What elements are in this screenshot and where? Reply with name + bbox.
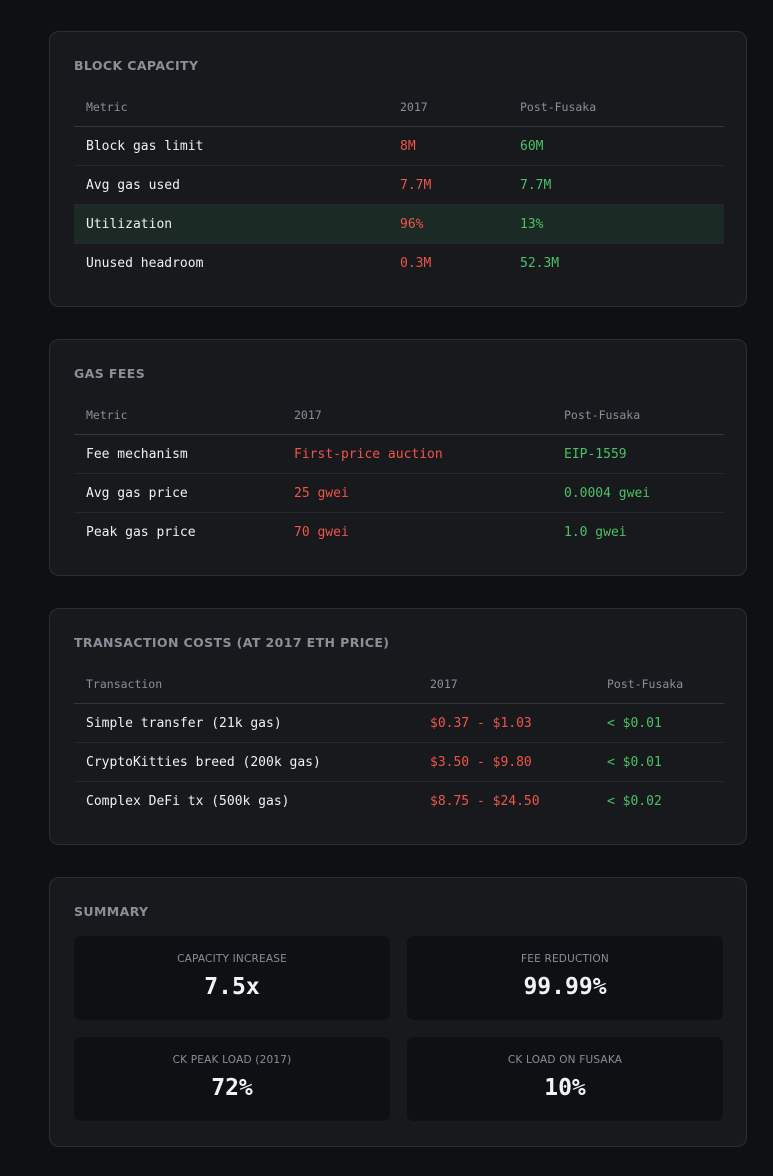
stat-value: 72% [211,1075,253,1101]
value-post-fusaka-cell: 7.7M [508,165,724,205]
value-2017-cell: 0.3M [400,255,432,271]
table-header-row: Transaction 2017 Post-Fusaka [74,665,724,704]
table-row: CryptoKitties breed (200k gas) $3.50 - $… [74,742,724,782]
stat-capacity-increase: CAPACITY INCREASE 7.5x [74,936,390,1020]
metric-cell: Utilization [74,204,388,244]
block-capacity-card: BLOCK CAPACITY Metric 2017 Post-Fusaka B… [49,31,747,307]
gas-fees-card: GAS FEES Metric 2017 Post-Fusaka Fee mec… [49,339,747,576]
transaction-cell: CryptoKitties breed (200k gas) [74,742,418,782]
column-header-post-fusaka: Post-Fusaka [595,665,724,704]
column-header-transaction: Transaction [74,665,418,704]
table-header-row: Metric 2017 Post-Fusaka [74,88,724,127]
value-2017-cell: $3.50 - $9.80 [418,742,595,782]
column-header-post-fusaka: Post-Fusaka [552,396,724,435]
stat-label: CK LOAD ON FUSAKA [507,1054,623,1066]
summary-title: SUMMARY [74,904,149,919]
stat-label: FEE REDUCTION [521,953,609,965]
column-header-post-fusaka: Post-Fusaka [508,88,724,127]
block-capacity-table: Metric 2017 Post-Fusaka Block gas limit … [74,88,724,282]
table-row: Unused headroom 0.3M 52.3M [74,244,724,283]
metric-cell: Unused headroom [86,255,204,271]
stat-label: CAPACITY INCREASE [177,953,287,965]
metric-cell: Block gas limit [74,126,388,166]
value-2017-cell: $8.75 - $24.50 [430,793,540,809]
stat-value: 99.99% [523,974,607,1000]
value-post-fusaka-cell: < $0.01 [595,703,724,743]
table-row: Block gas limit 8M 60M [74,126,724,166]
table-row: Avg gas price 25 gwei 0.0004 gwei [74,473,724,513]
value-post-fusaka-cell: < $0.02 [607,793,662,809]
value-post-fusaka-cell: 52.3M [520,255,560,271]
transaction-costs-title: TRANSACTION COSTS (AT 2017 ETH PRICE) [74,635,390,650]
transaction-costs-table: Transaction 2017 Post-Fusaka Simple tran… [74,665,724,820]
value-2017-cell: 96% [388,204,508,244]
value-post-fusaka-cell: 1.0 gwei [564,524,627,540]
metric-cell: Fee mechanism [74,434,282,474]
table-row: Avg gas used 7.7M 7.7M [74,165,724,205]
value-post-fusaka-cell: 0.0004 gwei [552,473,724,513]
column-header-2017: 2017 [282,396,552,435]
metric-cell: Peak gas price [86,524,196,540]
block-capacity-title: BLOCK CAPACITY [74,58,199,73]
column-header-2017: 2017 [388,88,508,127]
stat-label: CK PEAK LOAD (2017) [172,1054,292,1066]
metric-cell: Avg gas price [74,473,282,513]
column-header-metric: Metric [74,88,388,127]
table-row-highlighted: Utilization 96% 13% [74,204,724,244]
stat-value: 7.5x [204,974,260,1000]
stat-value: 10% [544,1075,586,1101]
stat-ck-load-fusaka: CK LOAD ON FUSAKA 10% [407,1037,723,1121]
value-post-fusaka-cell: EIP-1559 [552,434,724,474]
value-2017-cell: 25 gwei [282,473,552,513]
value-2017-cell: 8M [388,126,508,166]
column-header-metric: Metric [74,396,282,435]
table-row: Complex DeFi tx (500k gas) $8.75 - $24.5… [74,782,724,821]
value-2017-cell: First-price auction [282,434,552,474]
table-row: Simple transfer (21k gas) $0.37 - $1.03 … [74,703,724,743]
value-2017-cell: 70 gwei [294,524,349,540]
metric-cell: Avg gas used [74,165,388,205]
transaction-costs-card: TRANSACTION COSTS (AT 2017 ETH PRICE) Tr… [49,608,747,845]
table-header-row: Metric 2017 Post-Fusaka [74,396,724,435]
value-2017-cell: $0.37 - $1.03 [418,703,595,743]
value-post-fusaka-cell: 60M [508,126,724,166]
summary-card: SUMMARY CAPACITY INCREASE 7.5x FEE REDUC… [49,877,747,1147]
table-row: Peak gas price 70 gwei 1.0 gwei [74,513,724,552]
stat-fee-reduction: FEE REDUCTION 99.99% [407,936,723,1020]
value-post-fusaka-cell: < $0.01 [595,742,724,782]
gas-fees-table: Metric 2017 Post-Fusaka Fee mechanism Fi… [74,396,724,551]
table-row: Fee mechanism First-price auction EIP-15… [74,434,724,474]
transaction-cell: Simple transfer (21k gas) [74,703,418,743]
stat-ck-peak-load: CK PEAK LOAD (2017) 72% [74,1037,390,1121]
transaction-cell: Complex DeFi tx (500k gas) [86,793,290,809]
value-2017-cell: 7.7M [388,165,508,205]
column-header-2017: 2017 [418,665,595,704]
value-post-fusaka-cell: 13% [508,204,724,244]
gas-fees-title: GAS FEES [74,366,146,381]
